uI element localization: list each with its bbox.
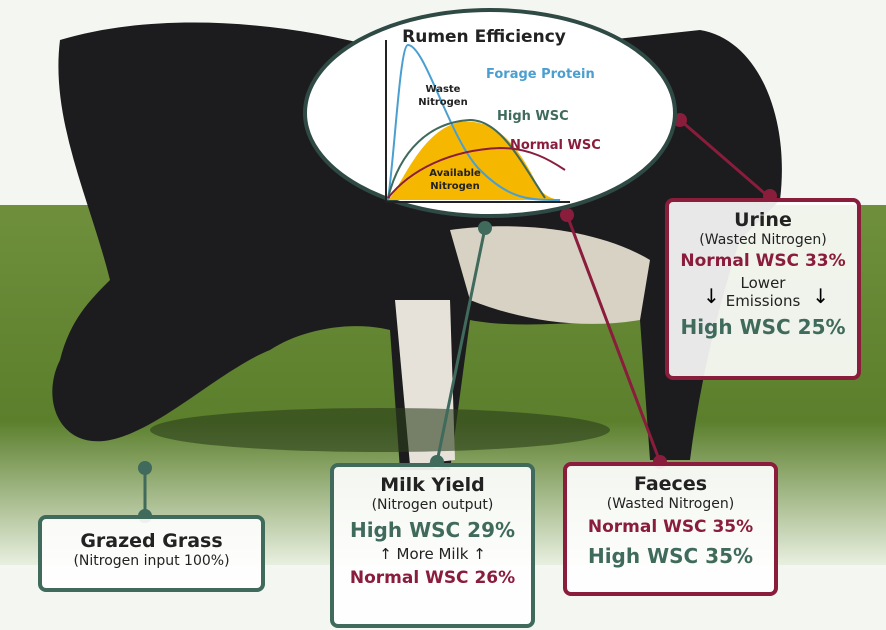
normal-value: Normal WSC 35% <box>587 516 754 537</box>
inset-label: Forage Protein <box>486 67 595 82</box>
inset-label: Waste <box>426 84 461 95</box>
inset-label: Available <box>429 168 481 179</box>
inset-title: Rumen Efficiency <box>402 27 566 47</box>
inset-label: Nitrogen <box>418 97 467 108</box>
high-value: High WSC 25% <box>680 314 846 339</box>
normal-value: Normal WSC 33% <box>680 250 846 271</box>
box-subtitle: (Wasted Nitrogen) <box>699 231 827 248</box>
arrow-up: ↑ <box>468 544 486 563</box>
box-subtitle: (Wasted Nitrogen) <box>606 495 735 512</box>
high-value: High WSC 29% <box>349 517 516 542</box>
normal-curve <box>387 146 566 199</box>
inset-label: High WSC <box>497 109 569 124</box>
inset-label: Nitrogen <box>430 181 479 192</box>
inset-label: Normal WSC <box>510 138 601 153</box>
box-subtitle: (Nitrogen output) <box>371 496 494 513</box>
grass-box: Grazed Grass (Nitrogen input 100%) <box>38 515 265 592</box>
note-row: ↓ Lower Emissions ↓ <box>669 275 857 310</box>
faeces-box: Faeces (Wasted Nitrogen) Normal WSC 35% … <box>563 462 778 596</box>
note: Lower <box>740 274 786 293</box>
connector <box>679 118 771 200</box>
urine-box: Urine (Wasted Nitrogen) Normal WSC 33% ↓… <box>665 198 861 380</box>
note: More Milk <box>396 544 469 563</box>
high-curve <box>387 118 546 199</box>
connector-dot <box>138 461 152 475</box>
normal-value: Normal WSC 26% <box>349 568 516 589</box>
box-subtitle: (Nitrogen input 100%) <box>73 552 230 569</box>
box-title: Faeces <box>633 473 708 495</box>
connector <box>435 227 487 463</box>
connector-dot <box>560 208 574 222</box>
box-title: Urine <box>734 209 792 231</box>
connector-dot <box>478 221 492 235</box>
box-title: Grazed Grass <box>80 530 223 552</box>
connector <box>565 214 662 463</box>
arrow-down: ↓ <box>812 284 829 309</box>
note: Emissions <box>725 291 801 310</box>
note-row: ↑ More Milk ↑ <box>334 544 531 563</box>
arrow-down: ↓ <box>703 284 720 309</box>
forage-curve <box>387 43 561 201</box>
arrow-up: ↑ <box>379 544 397 563</box>
inset-ellipse <box>303 8 677 218</box>
box-title: Milk Yield <box>380 474 485 496</box>
available-area <box>388 121 565 200</box>
milk-box: Milk Yield (Nitrogen output) High WSC 29… <box>330 463 535 628</box>
high-value: High WSC 35% <box>587 544 754 569</box>
shadow <box>150 408 610 452</box>
